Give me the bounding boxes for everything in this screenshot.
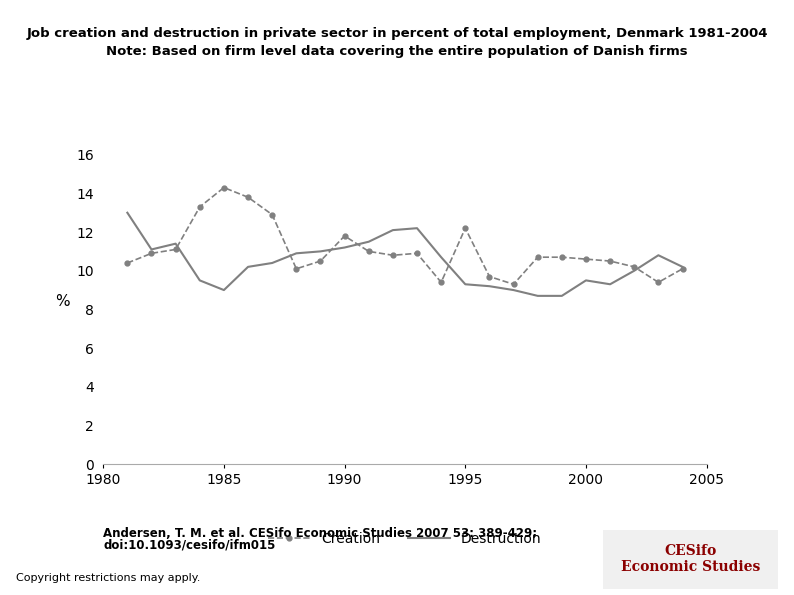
Text: Copyright restrictions may apply.: Copyright restrictions may apply. xyxy=(16,573,200,583)
Text: CESifo
Economic Studies: CESifo Economic Studies xyxy=(621,544,761,574)
Text: Job creation and destruction in private sector in percent of total employment, D: Job creation and destruction in private … xyxy=(26,27,768,40)
Legend: Creation, Destruction: Creation, Destruction xyxy=(263,527,547,552)
Text: doi:10.1093/cesifo/ifm015: doi:10.1093/cesifo/ifm015 xyxy=(103,538,276,552)
Text: Note: Based on firm level data covering the entire population of Danish firms: Note: Based on firm level data covering … xyxy=(106,45,688,58)
Text: Andersen, T. M. et al. CESifo Economic Studies 2007 53: 389-429;: Andersen, T. M. et al. CESifo Economic S… xyxy=(103,527,538,540)
Y-axis label: %: % xyxy=(56,295,70,309)
